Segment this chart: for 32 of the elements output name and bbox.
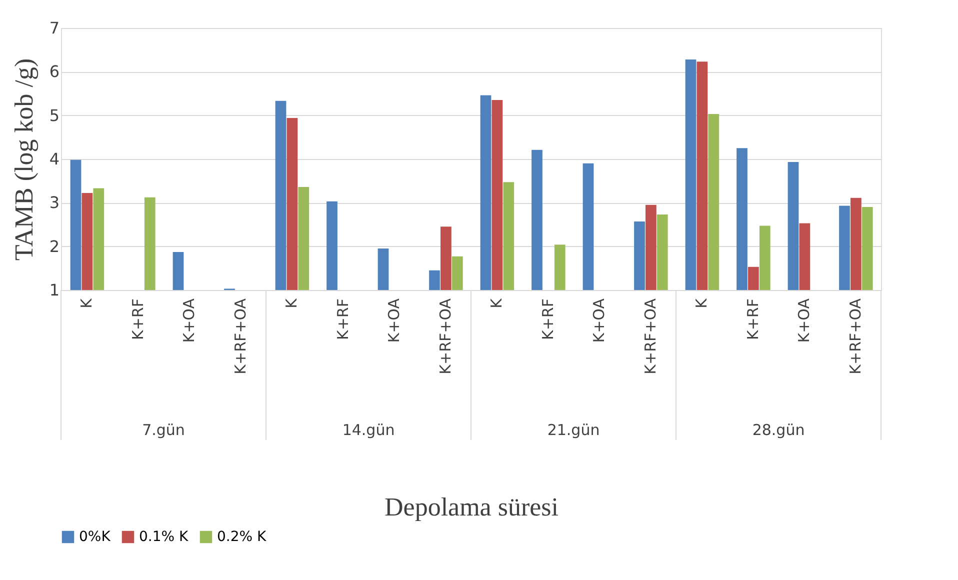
y-tick-label: 2	[49, 236, 60, 256]
y-tick-label: 6	[49, 62, 60, 82]
y-tick-label: 1	[49, 280, 60, 300]
x-tick-label: K	[282, 297, 301, 308]
y-tick-label: 4	[49, 150, 60, 168]
y-axis-title: TAMB (log kob /g)	[9, 58, 38, 261]
text: 21.gün	[547, 421, 600, 439]
y-tick-label: 7	[49, 18, 60, 38]
x-tick-label: K+RF	[334, 298, 352, 340]
x-axis-title: Depolama süresi	[384, 492, 559, 522]
x-tick-label: K	[488, 297, 506, 308]
x-tick-label: K+RF+OA	[436, 298, 454, 374]
x-tick-label: K+OA	[795, 298, 814, 343]
x-tick-label: K+OA	[590, 298, 608, 343]
x-tick-label: K+RF	[744, 298, 762, 340]
x-tick-label: K+RF	[128, 298, 147, 340]
x-tick-label: K+OA	[385, 298, 404, 343]
y-tick-label: 5	[49, 106, 60, 125]
x-tick-label: K+OA	[180, 298, 198, 343]
text: 7.gün	[142, 421, 185, 439]
text: 28.gün	[752, 421, 805, 439]
legend-label: 0.1% K	[139, 529, 190, 545]
text: 14.gün	[342, 421, 395, 439]
x-tick-label: K	[78, 297, 96, 308]
y-tick-label: 3	[49, 193, 60, 212]
x-tick-label: K+RF+OA	[846, 298, 864, 374]
x-tick-label: K+RF+OA	[231, 298, 250, 374]
x-tick-label: K+RF	[538, 298, 557, 340]
x-tick-label: K+RF+OA	[641, 298, 660, 374]
x-tick-label: K	[692, 297, 711, 308]
legend-label: 0%K	[79, 529, 112, 545]
legend-label: 0.2% K	[217, 529, 268, 545]
